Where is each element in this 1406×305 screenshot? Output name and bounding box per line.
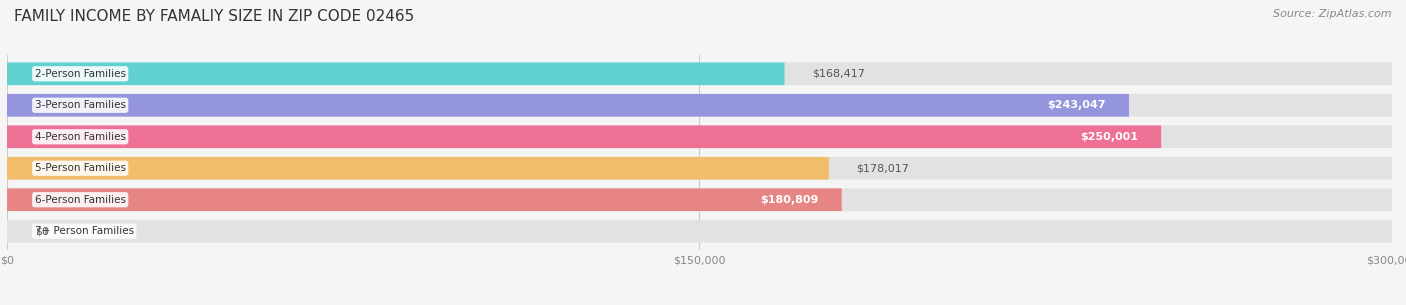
FancyBboxPatch shape xyxy=(7,94,1392,117)
FancyBboxPatch shape xyxy=(7,157,828,180)
Text: 3-Person Families: 3-Person Families xyxy=(35,100,125,110)
FancyBboxPatch shape xyxy=(7,63,1392,85)
Text: 6-Person Families: 6-Person Families xyxy=(35,195,125,205)
Text: $243,047: $243,047 xyxy=(1047,100,1107,110)
Text: $180,809: $180,809 xyxy=(761,195,818,205)
Text: $250,001: $250,001 xyxy=(1080,132,1137,142)
FancyBboxPatch shape xyxy=(7,125,1392,148)
Text: 7+ Person Families: 7+ Person Families xyxy=(35,226,134,236)
FancyBboxPatch shape xyxy=(7,63,785,85)
Text: $0: $0 xyxy=(35,226,49,236)
FancyBboxPatch shape xyxy=(7,125,1161,148)
Text: FAMILY INCOME BY FAMALIY SIZE IN ZIP CODE 02465: FAMILY INCOME BY FAMALIY SIZE IN ZIP COD… xyxy=(14,9,415,24)
Text: 5-Person Families: 5-Person Families xyxy=(35,163,125,173)
FancyBboxPatch shape xyxy=(7,188,842,211)
FancyBboxPatch shape xyxy=(7,220,1392,242)
Text: $168,417: $168,417 xyxy=(813,69,865,79)
FancyBboxPatch shape xyxy=(7,157,1392,180)
Text: Source: ZipAtlas.com: Source: ZipAtlas.com xyxy=(1274,9,1392,19)
Text: 4-Person Families: 4-Person Families xyxy=(35,132,125,142)
FancyBboxPatch shape xyxy=(7,188,1392,211)
FancyBboxPatch shape xyxy=(7,94,1129,117)
Text: 2-Person Families: 2-Person Families xyxy=(35,69,125,79)
Text: $178,017: $178,017 xyxy=(856,163,910,173)
